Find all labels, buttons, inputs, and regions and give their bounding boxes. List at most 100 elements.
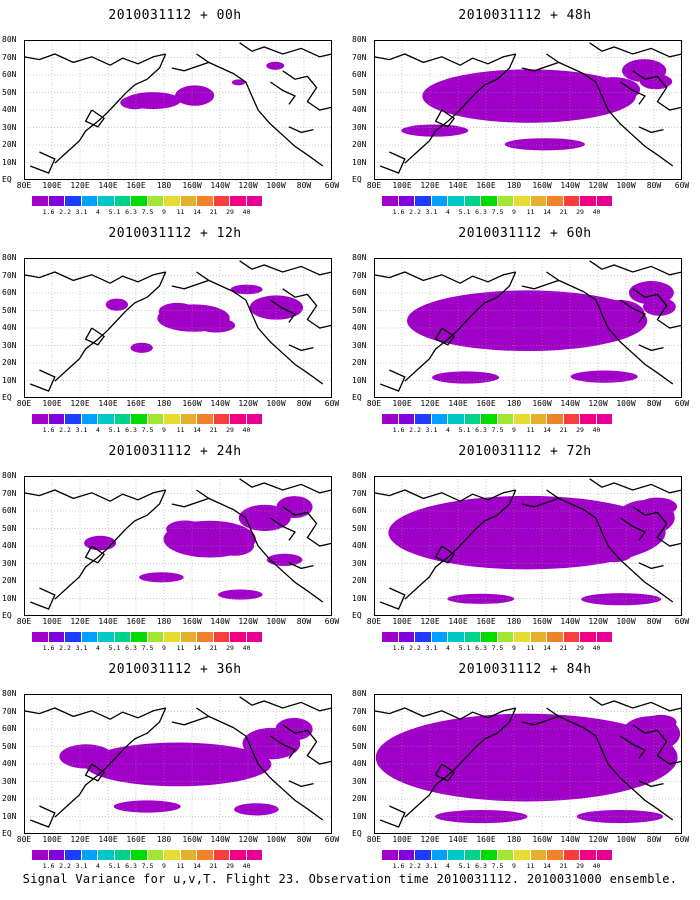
- lon-tick-label: 100E: [42, 835, 62, 844]
- variance-contour: [415, 522, 470, 542]
- coastline: [434, 763, 456, 782]
- coastline: [521, 279, 560, 290]
- lon-tick-label: 80W: [646, 617, 662, 626]
- colorbar-swatch: [514, 196, 531, 206]
- lat-tick-label: 30N: [352, 340, 367, 350]
- colorbar-level-label: 29: [576, 644, 584, 652]
- lon-tick-label: 120W: [588, 835, 608, 844]
- colorbar-swatch: [497, 632, 514, 642]
- colorbar-level-label: 29: [576, 862, 584, 870]
- colorbar-swatch: [382, 414, 399, 424]
- colorbar-swatch: [246, 850, 263, 860]
- colorbar-swatch: [114, 850, 131, 860]
- colorbar: [32, 850, 263, 863]
- lon-tick-label: 160W: [182, 835, 202, 844]
- coastline: [54, 528, 127, 600]
- coastline: [434, 109, 456, 128]
- colorbar-swatch: [98, 850, 115, 860]
- colorbar-swatch: [114, 632, 131, 642]
- coastline: [29, 587, 56, 610]
- colorbar-swatch: [197, 414, 214, 424]
- map-frame: [374, 476, 682, 616]
- lat-tick-label: 70N: [2, 488, 17, 498]
- lon-tick-label: 80E: [16, 835, 32, 844]
- variance-contour: [492, 328, 533, 342]
- variance-contour: [594, 544, 633, 563]
- coastline: [282, 724, 332, 765]
- lat-tick-label: 50N: [2, 305, 17, 315]
- lat-tick-label: EQ: [352, 393, 362, 402]
- lon-tick-label: 180: [506, 399, 522, 408]
- colorbar-level-label: 9: [512, 644, 516, 652]
- colorbar-swatch: [464, 414, 481, 424]
- lat-tick-label: EQ: [352, 829, 362, 838]
- lat-tick-label: 70N: [352, 706, 367, 716]
- colorbar-swatch: [464, 632, 481, 642]
- map-frame: [24, 258, 332, 398]
- lat-tick-label: 30N: [2, 776, 17, 786]
- coastline: [374, 271, 516, 284]
- coastline: [546, 489, 674, 603]
- colorbar-swatch: [382, 196, 399, 206]
- colorbar-level-label: 29: [576, 426, 584, 434]
- variance-contour: [176, 747, 209, 766]
- lon-tick-label: 120E: [420, 181, 440, 190]
- lon-tick-label: 100W: [616, 617, 636, 626]
- lon-tick-label: 140E: [98, 399, 118, 408]
- lat-tick-label: 10N: [2, 157, 17, 167]
- coastline: [29, 805, 56, 828]
- coastline: [379, 151, 406, 174]
- lon-tick-label: 100E: [392, 399, 412, 408]
- coastline: [125, 271, 167, 312]
- variance-contour: [113, 800, 181, 813]
- colorbar-level-label: 6.3: [475, 426, 487, 434]
- coastline: [171, 61, 210, 72]
- colorbar-level-label: 1.6: [392, 426, 405, 434]
- panel-title: 2010031112 + 72h: [458, 444, 592, 459]
- lon-tick-label: 180: [156, 835, 172, 844]
- variance-map: [374, 40, 682, 180]
- colorbar-swatch: [448, 414, 465, 424]
- lat-tick-label: 10N: [352, 811, 367, 821]
- colorbar-swatch: [180, 414, 197, 424]
- colorbar-level-label: 1.6: [392, 644, 405, 652]
- map-frame: [24, 694, 332, 834]
- map-frame: [24, 476, 332, 616]
- lat-tick-label: 70N: [352, 270, 367, 280]
- colorbar: [382, 414, 613, 427]
- colorbar-swatch: [530, 632, 547, 642]
- lat-tick-label: 20N: [352, 794, 367, 803]
- lat-tick-label: 50N: [352, 523, 367, 533]
- lat-tick-label: 40N: [352, 323, 367, 332]
- lat-tick-label: 10N: [2, 375, 17, 385]
- colorbar-swatch: [448, 632, 465, 642]
- lat-tick-label: 80N: [352, 471, 367, 480]
- coastline: [638, 562, 664, 570]
- colorbar-swatch: [180, 850, 197, 860]
- lon-tick-label: 140E: [98, 617, 118, 626]
- coastline: [475, 707, 517, 748]
- variance-contour: [585, 77, 641, 102]
- lon-tick-label: 160W: [532, 835, 552, 844]
- lat-tick-label: 60N: [352, 506, 367, 515]
- coastline: [125, 707, 167, 748]
- coastline: [379, 805, 406, 828]
- colorbar-level-label: 4: [96, 426, 100, 434]
- colorbar-level-label: 5.1: [108, 208, 121, 216]
- colorbar: [32, 196, 263, 209]
- lat-tick-label: 60N: [2, 724, 17, 733]
- colorbar-swatch: [431, 632, 448, 642]
- coastline: [196, 489, 324, 603]
- colorbar-swatch: [497, 414, 514, 424]
- colorbar-swatch: [530, 850, 547, 860]
- lon-tick-label: 180: [506, 835, 522, 844]
- lat-tick-label: 50N: [352, 87, 367, 97]
- colorbar-swatch: [81, 196, 98, 206]
- coastline: [54, 746, 127, 818]
- colorbar-level-label: 6.3: [125, 426, 137, 434]
- lon-tick-label: 80W: [296, 617, 312, 626]
- colorbar-swatch: [415, 196, 432, 206]
- coastline: [196, 707, 324, 821]
- lat-tick-label: EQ: [2, 393, 12, 402]
- colorbar-swatch: [481, 414, 498, 424]
